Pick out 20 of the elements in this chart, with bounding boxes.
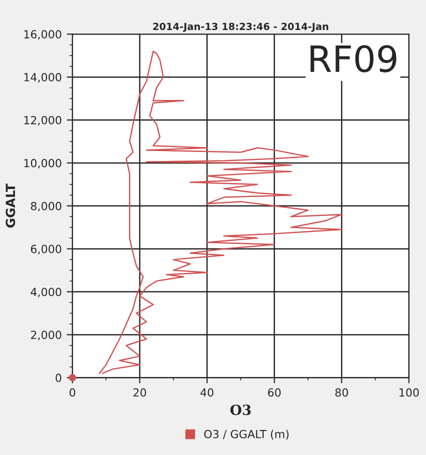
x-axis-title: O3 bbox=[230, 404, 251, 416]
y-tick-label: 4,000 bbox=[30, 288, 62, 298]
annotation: RF09 bbox=[310, 45, 396, 72]
y-tick-label: 6,000 bbox=[30, 244, 62, 254]
y-tick-label: 2,000 bbox=[31, 330, 62, 340]
x-tick-label: 60 bbox=[268, 388, 281, 397]
y-axis-title: GGALT bbox=[6, 184, 16, 228]
legend-label: O3 / GGALT (m) bbox=[204, 430, 289, 440]
x-tick-label: 100 bbox=[400, 388, 419, 397]
x-tick-label: 0 bbox=[70, 388, 76, 397]
x-tick-label: 20 bbox=[133, 388, 146, 397]
y-tick-label: 12,000 bbox=[24, 116, 62, 126]
chart-title: 2014-Jan-13 18:23:46 - 2014-Jan bbox=[153, 22, 328, 32]
y-tick-label: 0 bbox=[56, 374, 62, 382]
y-tick-label: 14,000 bbox=[24, 73, 62, 83]
x-tick-label: 40 bbox=[200, 388, 214, 397]
y-tick-label: 8,000 bbox=[30, 202, 62, 212]
x-tick-label: 80 bbox=[335, 388, 348, 397]
y-tick-label: 10,000 bbox=[24, 158, 62, 168]
y-tick-label: 16,000 bbox=[24, 30, 62, 40]
